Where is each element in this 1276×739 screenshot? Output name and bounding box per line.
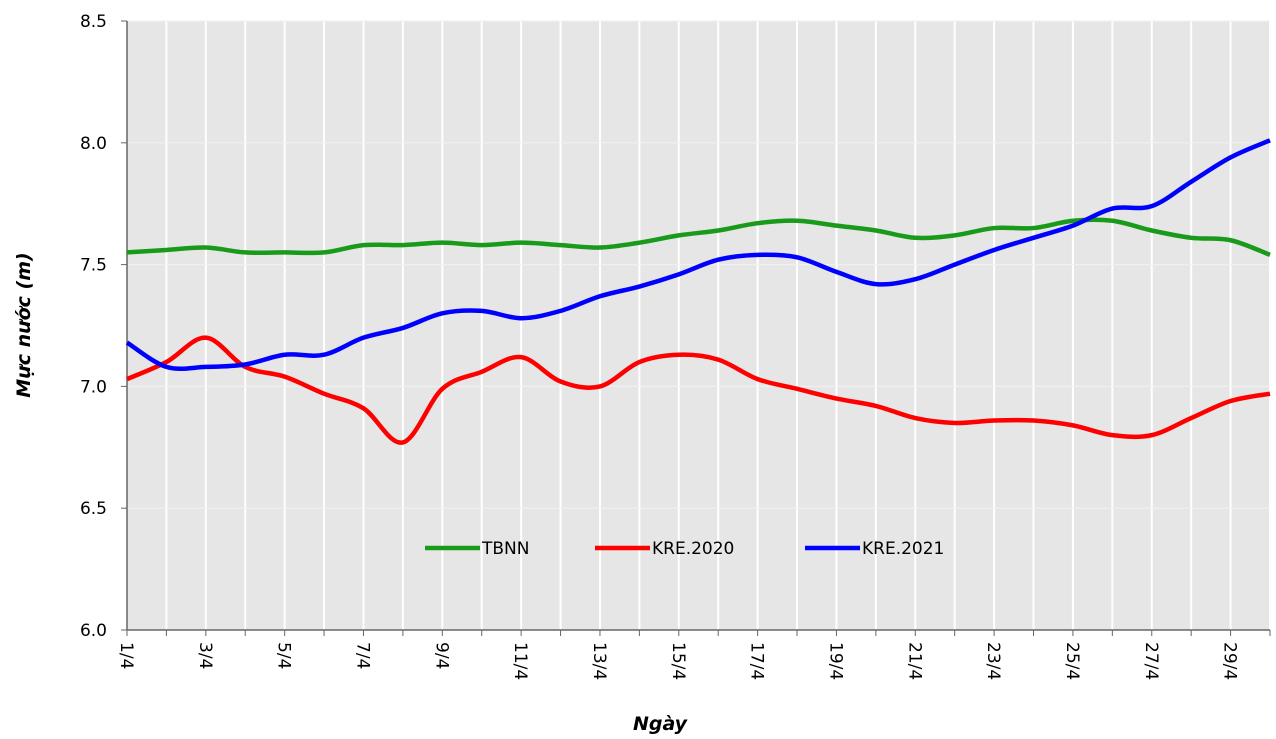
x-tick-label: 25/4 (1062, 642, 1082, 680)
y-axis-label: Mực nước (m) (13, 252, 35, 397)
legend-label: TBNN (481, 539, 529, 559)
x-tick-label: 29/4 (1220, 642, 1240, 680)
x-tick-label: 3/4 (195, 642, 215, 669)
x-tick-label: 1/4 (116, 642, 136, 669)
y-tick-label: 6.5 (80, 499, 107, 519)
x-tick-label: 11/4 (510, 642, 530, 680)
x-tick-label: 13/4 (589, 642, 609, 680)
y-tick-label: 6.0 (80, 621, 107, 641)
x-tick-label: 19/4 (825, 642, 845, 680)
legend-label: KRE.2020 (652, 539, 734, 559)
y-tick-label: 8.5 (80, 12, 107, 32)
x-tick-label: 17/4 (747, 642, 767, 680)
plot-area (127, 21, 1270, 630)
x-axis-label: Ngày (633, 713, 689, 735)
x-tick-label: 23/4 (983, 642, 1003, 680)
x-tick-label: 9/4 (431, 642, 451, 669)
x-tick-label: 15/4 (668, 642, 688, 680)
series-line (126, 335, 1271, 445)
legend-label: KRE.2021 (862, 539, 944, 559)
y-tick-label: 8.0 (80, 134, 107, 154)
y-tick-label: 7.5 (80, 256, 107, 276)
x-tick-label: 21/4 (904, 642, 924, 680)
y-tick-label: 7.0 (80, 377, 107, 397)
x-tick-label: 7/4 (352, 642, 372, 669)
x-tick-label: 5/4 (274, 642, 294, 669)
series-line (126, 217, 1271, 257)
x-tick-label: 27/4 (1141, 642, 1161, 680)
series-line (125, 138, 1271, 372)
